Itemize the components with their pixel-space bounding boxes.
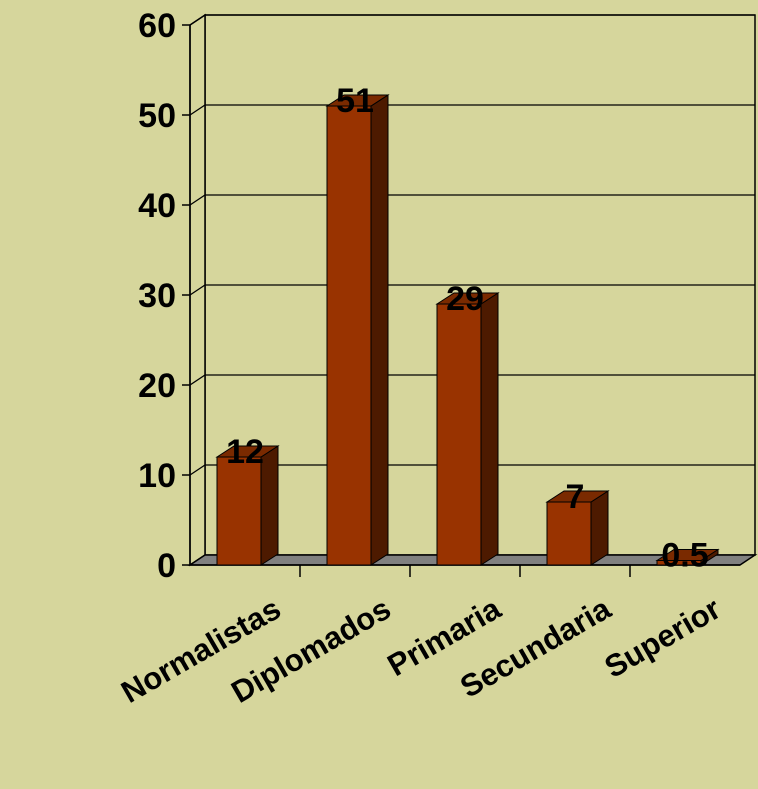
- bars: [215, 94, 720, 566]
- y-tick-label: 20: [138, 367, 176, 405]
- data-label: 7: [566, 478, 585, 516]
- gridline: [189, 194, 755, 206]
- bar-front: [326, 105, 372, 566]
- data-label: 51: [336, 82, 374, 120]
- data-label: 12: [226, 433, 264, 471]
- bar-side: [590, 490, 609, 566]
- bar-front: [216, 456, 262, 566]
- bar-side: [370, 94, 389, 566]
- y-tick-label: 60: [138, 7, 176, 45]
- bar-side: [480, 292, 499, 566]
- y-axis-ticks: 0 10 20 30 40 50 60: [138, 7, 176, 585]
- bar-superior: [655, 548, 720, 566]
- bar-primaria: [435, 292, 500, 566]
- gridlines: [189, 14, 755, 476]
- gridline: [189, 464, 755, 476]
- gridline: [189, 14, 755, 26]
- y-tick-label: 10: [138, 457, 176, 495]
- gridline: [189, 284, 755, 296]
- x-axis-ticks: NormalistasDiplomadosPrimariaSecundariaS…: [115, 590, 726, 709]
- y-tick-label: 30: [138, 277, 176, 315]
- y-tick-label: 0: [157, 547, 176, 585]
- y-tick-label: 50: [138, 97, 176, 135]
- data-labels: 12 51 29 7 0.5: [226, 82, 709, 575]
- data-label: 0.5: [661, 537, 708, 575]
- gridline: [189, 374, 755, 386]
- bar-front: [436, 303, 482, 566]
- gridline: [189, 104, 755, 116]
- bar-secundaria: [545, 490, 610, 566]
- x-tick-label: Superior: [599, 591, 727, 685]
- bar-normalistas: [215, 445, 280, 566]
- bar-front: [546, 501, 592, 566]
- bar-diplomados: [325, 94, 390, 566]
- data-label: 29: [446, 280, 484, 318]
- y-tick-label: 40: [138, 187, 176, 225]
- bar-front: [656, 560, 702, 566]
